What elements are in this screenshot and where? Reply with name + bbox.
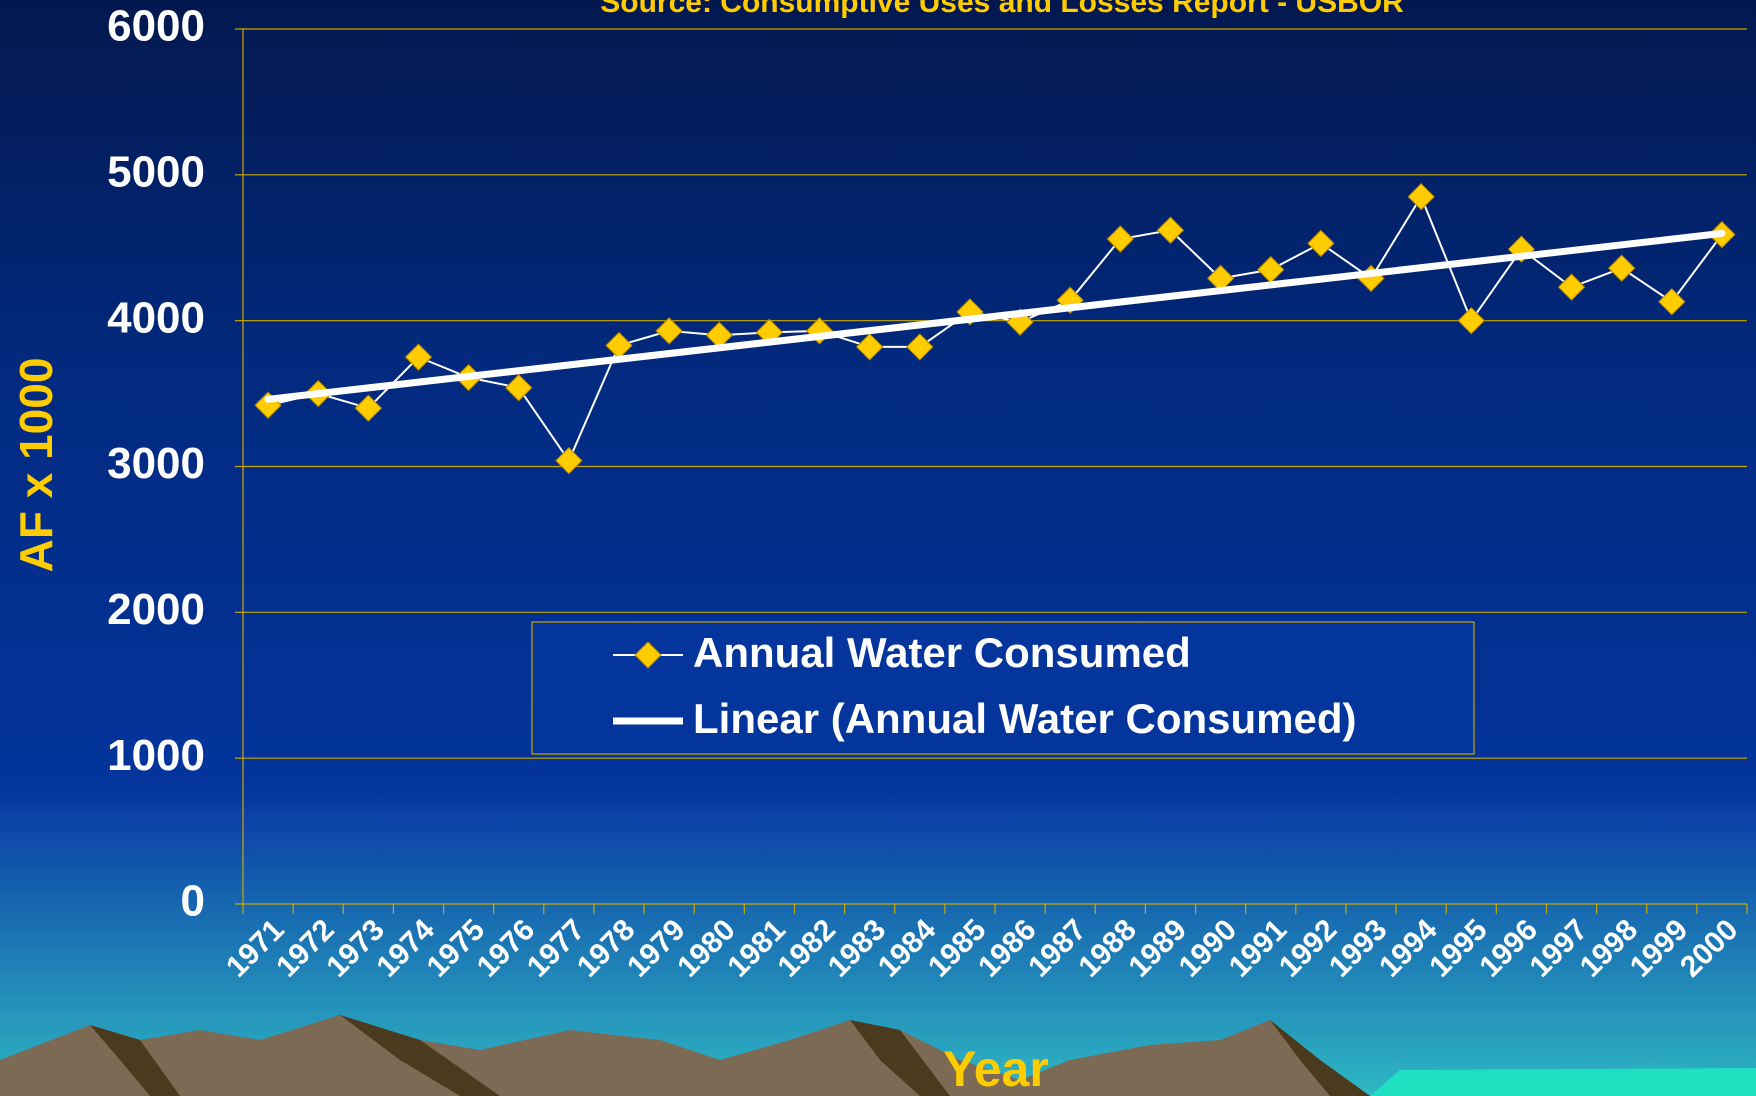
- legend-label: Linear (Annual Water Consumed): [693, 695, 1357, 742]
- data-point: [354, 394, 383, 422]
- data-point: [1457, 306, 1485, 335]
- data-point: [404, 343, 433, 371]
- data-point: [1307, 229, 1335, 258]
- y-tick-label: 4000: [107, 293, 205, 342]
- subtitle: Source: Consumptive Uses and Losses Repo…: [600, 0, 1404, 19]
- y-axis-title: AF x 1000: [10, 358, 62, 573]
- mountains: [0, 1015, 1756, 1096]
- y-tick-label: 0: [181, 877, 205, 926]
- data-point: [855, 333, 884, 361]
- trendline: [264, 229, 1726, 403]
- data-point: [655, 317, 683, 345]
- y-tick-label: 3000: [107, 439, 205, 488]
- y-tick-label: 1000: [107, 731, 205, 780]
- y-tick-label: 6000: [107, 2, 205, 51]
- data-point: [505, 374, 533, 402]
- data-point: [1407, 183, 1435, 211]
- data-point: [555, 446, 583, 475]
- data-point: [1507, 235, 1536, 263]
- data-point: [1658, 288, 1686, 316]
- y-tick-label: 5000: [107, 147, 205, 196]
- y-tick-label: 2000: [107, 585, 205, 634]
- data-point: [1557, 273, 1586, 301]
- legend-marker: [634, 641, 662, 669]
- data-point: [906, 333, 934, 361]
- data-point: [1607, 254, 1636, 282]
- data-point: [1106, 225, 1135, 253]
- legend-label: Annual Water Consumed: [693, 629, 1191, 676]
- legend-box: [531, 621, 1475, 755]
- data-point: [1156, 216, 1185, 244]
- x-axis-title: Year: [943, 1041, 1049, 1096]
